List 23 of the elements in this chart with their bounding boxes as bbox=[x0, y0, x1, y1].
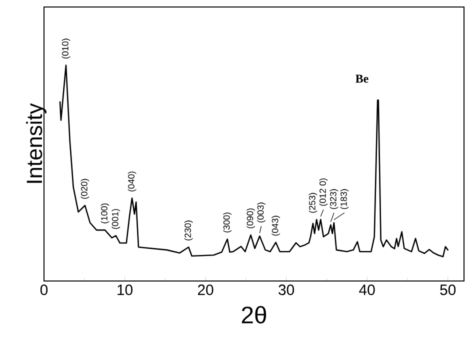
x-tick-label: 10 bbox=[118, 284, 132, 296]
annotation: (300) bbox=[223, 212, 232, 232]
annotation: (003) bbox=[257, 202, 266, 222]
y-axis-title: Intensity bbox=[26, 103, 46, 183]
annotation: (010) bbox=[62, 38, 70, 58]
annotation: (100) bbox=[100, 204, 110, 224]
x-tick-label: 40 bbox=[359, 284, 375, 296]
x-tick-label: 0 bbox=[40, 284, 48, 296]
x-tick-label: 20 bbox=[198, 284, 214, 296]
annotation: (183) bbox=[340, 189, 349, 209]
annotation: (323) bbox=[330, 189, 338, 209]
x-tick-label: 30 bbox=[278, 284, 294, 296]
annotation: (230) bbox=[184, 220, 193, 240]
annotation: (040) bbox=[128, 172, 136, 192]
annotation: (253) bbox=[308, 192, 318, 213]
annotation: (090) bbox=[246, 208, 255, 228]
annotation: (020) bbox=[80, 178, 90, 199]
annotation: (012 0) bbox=[319, 178, 328, 206]
x-axis-title: 2θ bbox=[242, 306, 266, 324]
annotation: (001) bbox=[112, 209, 120, 229]
annotation: (043) bbox=[272, 216, 280, 236]
x-tick-label: 50 bbox=[440, 284, 456, 296]
annotation: Be bbox=[356, 74, 368, 83]
